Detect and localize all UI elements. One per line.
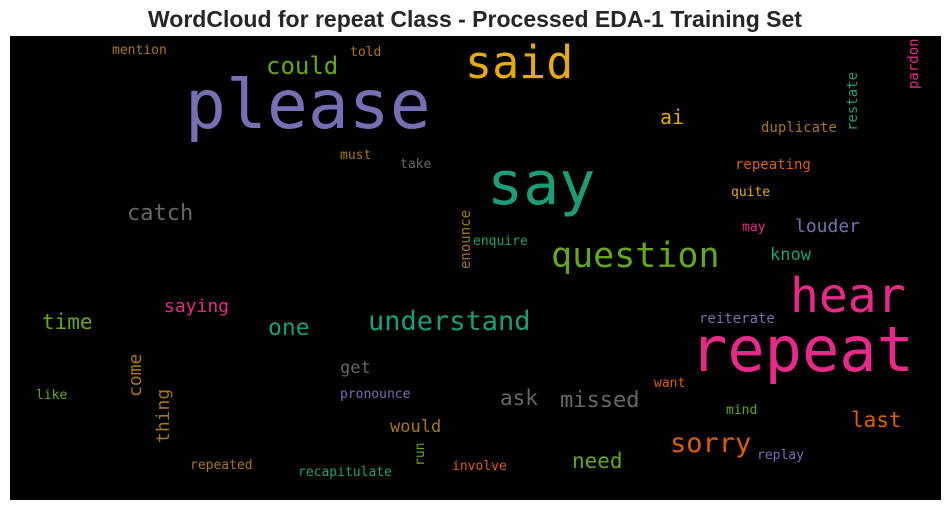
word-last: last	[851, 408, 902, 432]
word-mention: mention	[112, 43, 167, 58]
word-pardon: pardon	[906, 38, 922, 89]
word-thing: thing	[153, 388, 174, 443]
word-must: must	[340, 148, 372, 163]
word-take: take	[400, 157, 432, 172]
word-may: may	[742, 220, 766, 235]
word-saying: saying	[164, 296, 230, 317]
word-question: question	[551, 236, 720, 276]
word-involve: involve	[452, 459, 507, 474]
word-want: want	[654, 376, 686, 391]
word-catch: catch	[127, 201, 194, 226]
word-run: run	[413, 442, 428, 466]
word-restate: restate	[845, 71, 861, 131]
word-pronounce: pronounce	[340, 387, 411, 402]
word-recapitulate: recapitulate	[298, 465, 392, 480]
word-sorry: sorry	[670, 428, 752, 459]
word-replay: replay	[757, 448, 804, 463]
word-told: told	[350, 45, 382, 60]
word-repeating: repeating	[735, 157, 811, 173]
word-time: time	[42, 310, 93, 334]
word-please: please	[185, 66, 431, 145]
word-said: said	[465, 36, 574, 89]
word-could: could	[266, 52, 339, 80]
word-understand: understand	[368, 306, 531, 337]
word-quite: quite	[731, 185, 771, 200]
word-say: say	[487, 149, 596, 219]
word-ask: ask	[500, 386, 538, 410]
word-like: like	[36, 388, 68, 403]
chart-title: WordCloud for repeat Class - Processed E…	[148, 6, 802, 32]
wordcloud-canvas: please repeat say said hear question und…	[10, 36, 941, 500]
word-mind: mind	[726, 403, 758, 418]
word-would: would	[390, 417, 442, 437]
word-duplicate: duplicate	[761, 120, 837, 136]
word-one: one	[268, 315, 310, 341]
word-know: know	[770, 245, 811, 265]
word-repeated: repeated	[190, 458, 253, 473]
word-enquire: enquire	[473, 234, 528, 249]
word-get: get	[340, 358, 371, 378]
word-hear: hear	[790, 268, 906, 324]
word-need: need	[572, 449, 623, 473]
word-come: come	[125, 353, 146, 397]
word-missed: missed	[560, 388, 640, 413]
word-reiterate: reiterate	[699, 311, 775, 327]
word-ai: ai	[660, 105, 685, 129]
word-louder: louder	[795, 216, 861, 237]
word-enounce: enounce	[458, 209, 474, 269]
word-repeat: repeat	[690, 313, 914, 386]
